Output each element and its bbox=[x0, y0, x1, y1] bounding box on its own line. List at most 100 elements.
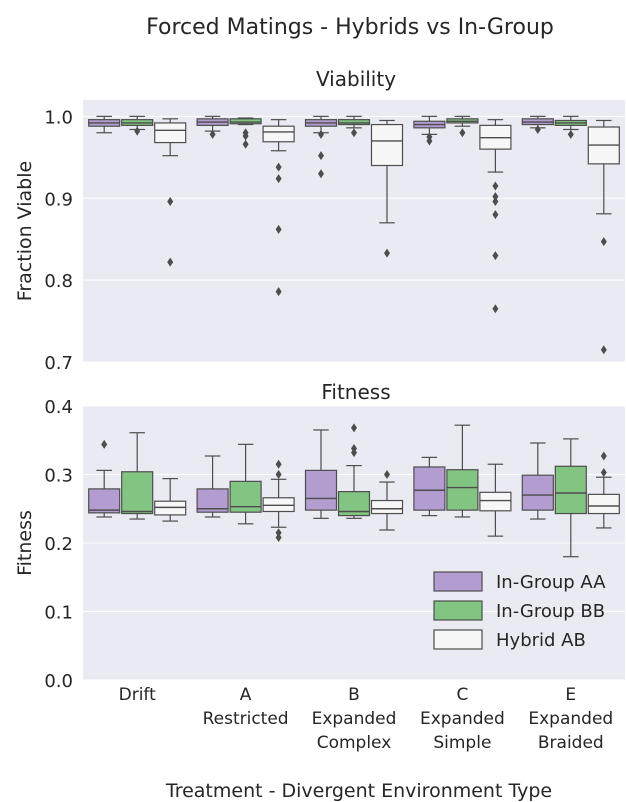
outlier-point bbox=[492, 210, 499, 220]
outlier-point bbox=[275, 459, 282, 469]
box-body bbox=[154, 122, 187, 144]
outlier-point bbox=[318, 129, 324, 139]
x-tick-label: Braided bbox=[538, 733, 604, 753]
box-hybrid-ab-4 bbox=[587, 451, 620, 529]
outlier-point bbox=[242, 131, 249, 141]
x-tick-label: Expanded bbox=[312, 709, 397, 729]
x-tick-label: B bbox=[348, 685, 360, 705]
legend-entry: In-Group BB bbox=[496, 601, 605, 622]
box-in-group-aa-0 bbox=[88, 439, 121, 518]
box-in-group-bb-3 bbox=[446, 424, 479, 518]
y-tick-label: 0.4 bbox=[44, 397, 73, 418]
outlier-point bbox=[167, 197, 174, 207]
box-hybrid-ab-3 bbox=[479, 119, 512, 314]
box-body bbox=[196, 488, 229, 513]
outlier-point bbox=[492, 251, 499, 261]
outlier-point bbox=[209, 129, 216, 139]
box-body bbox=[446, 469, 479, 511]
box-body bbox=[370, 499, 404, 515]
box-body bbox=[262, 125, 295, 143]
x-tick-label: Complex bbox=[317, 733, 392, 753]
outlier-point bbox=[275, 528, 282, 538]
y-tick-label: 0.9 bbox=[44, 189, 73, 210]
box-body bbox=[121, 471, 154, 515]
box-in-group-aa-2 bbox=[304, 429, 338, 519]
box-body bbox=[521, 474, 554, 511]
outlier-point bbox=[318, 169, 324, 179]
box-hybrid-ab-0 bbox=[154, 118, 187, 267]
subplot-title: Viability bbox=[316, 67, 396, 91]
box-in-group-aa-4 bbox=[521, 442, 554, 520]
box-body bbox=[587, 493, 620, 515]
box-in-group-aa-3 bbox=[413, 115, 446, 146]
outlier-point bbox=[351, 448, 357, 458]
box-in-group-bb-0 bbox=[121, 115, 154, 136]
box-body bbox=[554, 465, 587, 515]
legend-entry: In-Group AA bbox=[496, 572, 606, 593]
outlier-point bbox=[384, 470, 390, 479]
outlier-point bbox=[600, 345, 607, 355]
box-body bbox=[88, 488, 121, 514]
box-hybrid-ab-2 bbox=[370, 470, 404, 531]
outlier-point bbox=[492, 304, 499, 314]
outlier-point bbox=[459, 128, 466, 138]
y-tick-label: 1.0 bbox=[44, 107, 73, 128]
outlier-point bbox=[600, 451, 607, 461]
box-body bbox=[304, 469, 338, 511]
y-tick-label: 0.8 bbox=[44, 271, 73, 292]
box-in-group-bb-4 bbox=[554, 115, 587, 139]
outlier-point bbox=[384, 248, 390, 258]
box-in-group-aa-1 bbox=[196, 455, 229, 518]
outlier-point bbox=[600, 467, 607, 477]
outlier-point bbox=[492, 197, 499, 207]
box-hybrid-ab-1 bbox=[262, 459, 295, 543]
x-tick-label: Restricted bbox=[203, 709, 289, 729]
outlier-point bbox=[351, 128, 357, 138]
subplot-viability: 0.7 0.8 0.9 1.0 Viability Fraction Viable bbox=[14, 67, 625, 374]
subplot-title: Fitness bbox=[321, 380, 390, 404]
y-tick-label: 0.1 bbox=[44, 603, 73, 624]
y-tick-label: 0.2 bbox=[44, 534, 73, 555]
outlier-point bbox=[275, 287, 282, 297]
box-body bbox=[479, 491, 512, 512]
legend-swatch bbox=[433, 629, 483, 650]
x-tick-label: Expanded bbox=[528, 709, 613, 729]
box-hybrid-ab-1 bbox=[262, 119, 295, 297]
y-axis-label: Fraction Viable bbox=[14, 161, 36, 301]
x-tick-label: Drift bbox=[119, 685, 156, 705]
box-in-group-bb-1 bbox=[229, 117, 262, 149]
box-in-group-bb-2 bbox=[337, 423, 371, 519]
box-in-group-aa-1 bbox=[196, 115, 229, 139]
x-tick-label: A bbox=[240, 685, 252, 705]
outlier-point bbox=[134, 126, 141, 136]
figure-title: Forced Matings - Hybrids vs In-Group bbox=[146, 15, 554, 40]
outlier-point bbox=[567, 129, 574, 139]
box-body bbox=[370, 123, 404, 167]
x-tick-label: E bbox=[565, 685, 576, 705]
outlier-point bbox=[275, 174, 282, 184]
box-body bbox=[229, 480, 262, 513]
x-tick-label: Expanded bbox=[420, 709, 505, 729]
box-hybrid-ab-2 bbox=[370, 119, 404, 258]
outlier-point bbox=[318, 151, 324, 161]
box-body bbox=[413, 466, 446, 511]
outlier-point bbox=[101, 439, 108, 449]
box-in-group-aa-3 bbox=[413, 456, 446, 517]
y-tick-label: 0.7 bbox=[44, 353, 73, 374]
subplot-fitness: 0.0 0.1 0.2 0.3 0.4 Fitness Fitness bbox=[14, 380, 625, 692]
legend-swatch bbox=[433, 571, 483, 592]
box-hybrid-ab-3 bbox=[479, 463, 512, 537]
outlier-point bbox=[600, 237, 607, 247]
y-tick-label: 0.0 bbox=[44, 671, 73, 692]
box-in-group-bb-1 bbox=[229, 443, 262, 525]
box-in-group-bb-4 bbox=[554, 438, 587, 558]
box-hybrid-ab-0 bbox=[154, 478, 187, 522]
outlier-point bbox=[275, 162, 282, 172]
outlier-point bbox=[275, 533, 282, 543]
box-in-group-aa-4 bbox=[521, 115, 554, 134]
box-hybrid-ab-4 bbox=[587, 119, 620, 355]
plot-background bbox=[83, 100, 625, 362]
outlier-point bbox=[492, 181, 499, 191]
y-axis-label: Fitness bbox=[14, 510, 36, 576]
